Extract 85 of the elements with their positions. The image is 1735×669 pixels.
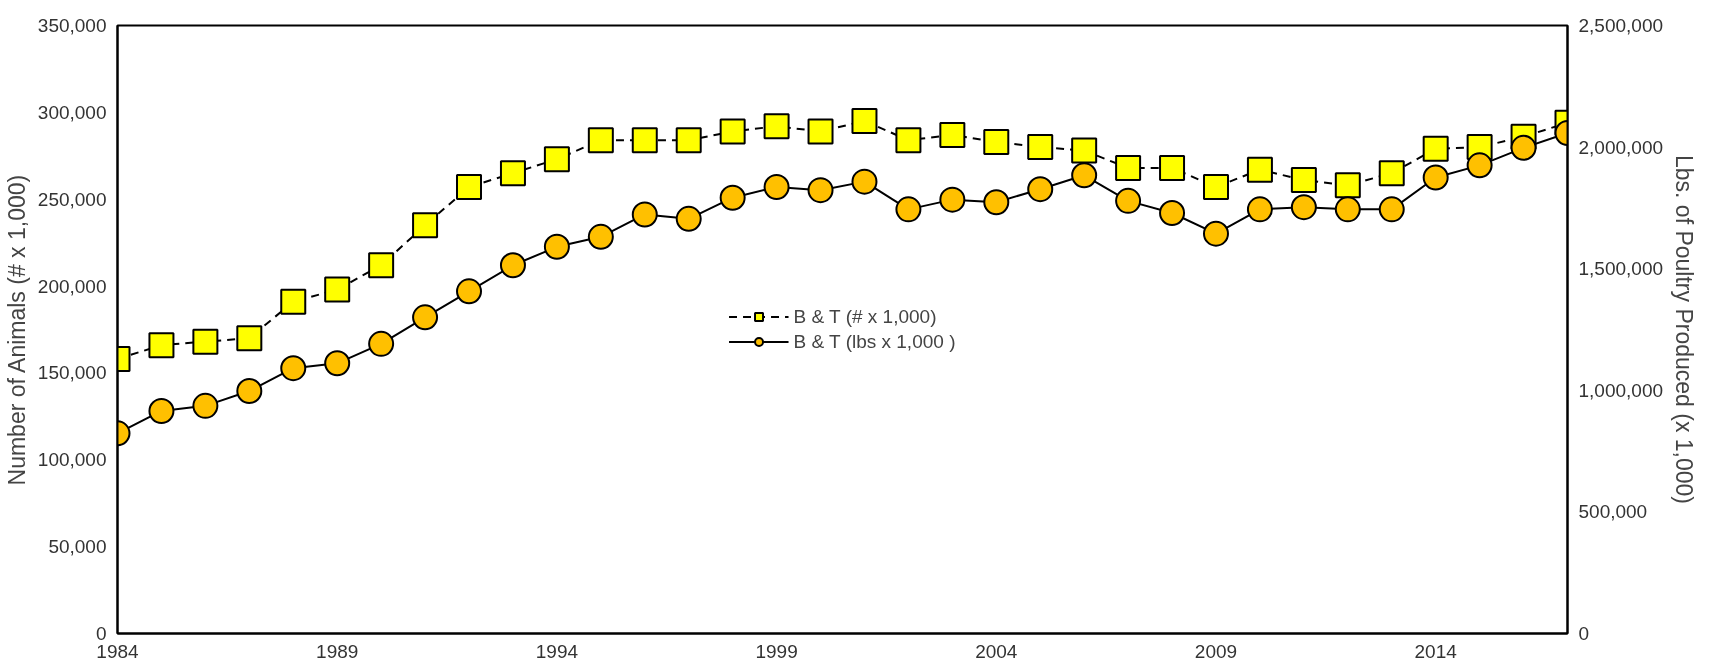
y2-tick-label: 2,000,000 [1578,136,1664,158]
point [192,392,219,419]
point [456,278,483,305]
point [1290,194,1317,221]
point [1246,196,1273,223]
point [983,189,1010,216]
point [851,168,878,195]
y-tick-label: 150,000 [37,362,107,384]
point [368,252,395,279]
point [543,233,570,260]
point [1290,167,1317,194]
point [1510,134,1537,161]
point [631,201,658,228]
point [192,328,219,355]
point [499,160,526,187]
y-axis-title: Number of Animals (# x 1,000) [3,174,30,486]
point [412,212,439,239]
point [807,118,834,145]
point [719,118,746,145]
point [1115,154,1142,181]
point [1378,196,1405,223]
legend-label: B & T (# x 1,000) [793,305,937,328]
point [324,350,351,377]
point [1422,135,1449,162]
y2-tick-label: 1,500,000 [1578,258,1664,280]
point [1071,162,1098,189]
point [587,127,614,154]
x-tick-label: 1999 [755,640,798,662]
x-tick-label: 2014 [1414,640,1458,662]
point [851,108,878,135]
point [324,276,351,303]
point [675,205,702,232]
point [236,325,263,352]
point [939,186,966,213]
point [587,223,614,250]
point [1115,187,1142,214]
point [1027,176,1054,203]
point [1159,154,1186,181]
point [280,288,307,315]
point [1466,152,1493,179]
point [148,332,175,359]
y-tick-label: 350,000 [37,15,107,36]
point [1334,196,1361,223]
y-tick-label: 250,000 [37,188,107,210]
point [412,304,439,331]
point [895,196,922,223]
point [1027,134,1054,161]
point [763,174,790,200]
y-tick-label: 300,000 [37,101,107,123]
point [631,127,658,154]
point [939,121,966,148]
x-tick-label: 1989 [316,640,359,662]
point [1246,156,1273,183]
y2-tick-label: 2,500,000 [1578,15,1664,36]
point [280,355,307,382]
x-tick-label: 2004 [975,640,1018,662]
point [148,398,175,424]
point [895,127,922,154]
point [1378,160,1405,187]
point [807,177,834,204]
x-tick-label: 1994 [535,640,579,662]
y2-tick-label: 0 [1578,623,1590,644]
point [1422,164,1449,191]
point [1202,174,1229,201]
point [719,184,746,211]
point [1334,172,1361,199]
point [1202,220,1229,247]
y-tick-label: 200,000 [37,275,107,297]
point [763,113,790,140]
point [236,378,263,405]
x-tick-label: 2009 [1194,640,1238,662]
point [1071,137,1098,164]
y2-tick-label: 1,000,000 [1578,379,1664,401]
y2-axis-title: Lbs. of Poultry Produced (x 1,000) [1671,154,1698,505]
point [983,128,1010,155]
point [368,330,395,357]
y2-tick-label: 500,000 [1578,501,1648,523]
y-tick-label: 100,000 [37,449,107,471]
y-tick-label: 50,000 [48,536,107,558]
point [1159,200,1186,226]
point [499,252,526,279]
point [456,174,483,201]
point [543,146,570,173]
point [675,127,702,154]
legend-label: B & T (lbs x 1,000 ) [793,330,956,353]
